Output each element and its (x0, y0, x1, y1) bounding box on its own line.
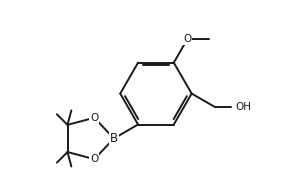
Text: B: B (110, 132, 118, 145)
Text: OH: OH (235, 102, 252, 112)
Text: O: O (90, 154, 98, 164)
Text: O: O (183, 34, 191, 44)
Text: O: O (90, 113, 98, 123)
